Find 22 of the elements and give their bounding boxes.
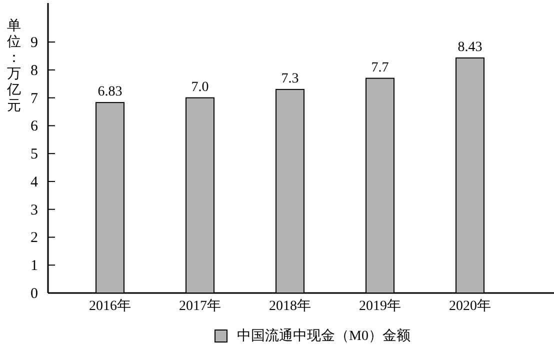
- data-label: 7.7: [371, 60, 389, 76]
- y-tick-label: 0: [30, 286, 38, 302]
- data-label: 7.3: [281, 71, 299, 86]
- y-tick-label: 1: [30, 258, 38, 274]
- y-tick-label: 3: [30, 202, 38, 218]
- y-axis-title: 单位：万亿元: [6, 18, 21, 114]
- data-label: 8.43: [458, 40, 482, 55]
- y-tick-label: 5: [30, 146, 38, 163]
- legend-label: 中国流通中现金（M0）金额: [237, 328, 410, 344]
- x-tick-label: 2017年: [179, 298, 221, 314]
- y-tick-label: 9: [30, 35, 38, 52]
- y-tick-label: 7: [30, 90, 38, 107]
- y-tick-label: 8: [30, 62, 38, 79]
- y-tick-label: 2: [30, 230, 38, 246]
- x-tick-label: 2018年: [269, 298, 311, 314]
- data-label: 7.0: [191, 80, 209, 95]
- y-tick-label: 6: [30, 118, 38, 135]
- y-tick-label: 4: [30, 174, 38, 190]
- x-tick-label: 2020年: [449, 298, 491, 314]
- x-tick-label: 2019年: [359, 298, 401, 314]
- data-label: 6.83: [98, 84, 122, 100]
- x-tick-label: 2016年: [89, 298, 131, 314]
